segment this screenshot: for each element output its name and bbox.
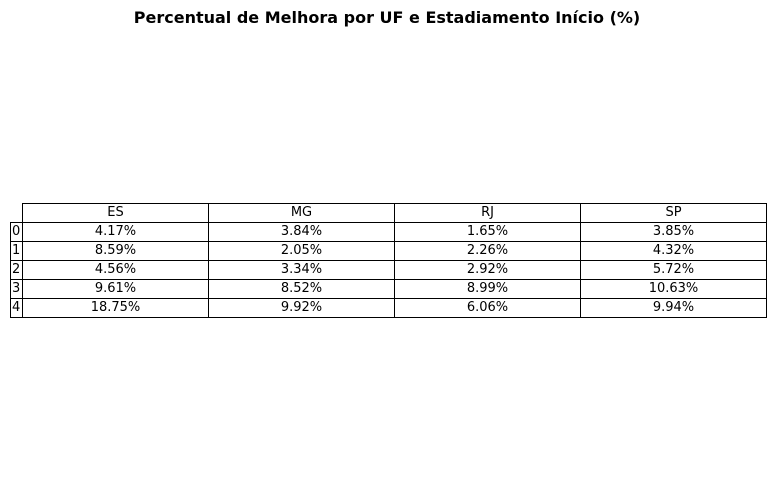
table-cell: 4.17% (22, 222, 209, 242)
table-cell: 2.26% (394, 241, 581, 261)
table-cell: 8.52% (208, 279, 395, 299)
row-label: 4 (10, 298, 23, 318)
column-header-mg: MG (208, 203, 395, 223)
row-label: 0 (10, 222, 23, 242)
table-cell: 10.63% (580, 279, 767, 299)
column-header-sp: SP (580, 203, 767, 223)
chart-title: Percentual de Melhora por UF e Estadiame… (133, 8, 641, 27)
table-row: 1 8.59% 2.05% 2.26% 4.32% (10, 241, 767, 261)
column-header-es: ES (22, 203, 209, 223)
data-table: ES MG RJ SP 0 4.17% 3.84% 1.65% 3.85% 1 8.59% 2… (10, 203, 767, 318)
table-cell: 5.72% (580, 260, 767, 280)
table-row: 3 9.61% 8.52% 8.99% 10.63% (10, 279, 767, 299)
table-cell: 9.61% (22, 279, 209, 299)
table-cell: 3.85% (580, 222, 767, 242)
table-body: 0 4.17% 3.84% 1.65% 3.85% 1 8.59% 2.05% 2.26% 4.3… (10, 222, 767, 318)
table-row: 2 4.56% 3.34% 2.92% 5.72% (10, 260, 767, 280)
table-cell: 9.92% (208, 298, 395, 318)
table-row: 0 4.17% 3.84% 1.65% 3.85% (10, 222, 767, 242)
table-cell: 6.06% (394, 298, 581, 318)
row-label: 3 (10, 279, 23, 299)
table-cell: 3.34% (208, 260, 395, 280)
table-cell: 8.99% (394, 279, 581, 299)
table-cell: 4.32% (580, 241, 767, 261)
table-cell: 18.75% (22, 298, 209, 318)
row-label: 1 (10, 241, 23, 261)
table-cell: 8.59% (22, 241, 209, 261)
table-cell: 3.84% (208, 222, 395, 242)
table-cell: 2.92% (394, 260, 581, 280)
header-row: ES MG RJ SP (11, 203, 767, 223)
table-cell: 4.56% (22, 260, 209, 280)
table-cell: 9.94% (580, 298, 767, 318)
table-cell: 2.05% (208, 241, 395, 261)
table-cell: 1.65% (394, 222, 581, 242)
column-header-rj: RJ (394, 203, 581, 223)
corner-cell (11, 204, 23, 223)
table-row: 4 18.75% 9.92% 6.06% 9.94% (10, 298, 767, 318)
row-label: 2 (10, 260, 23, 280)
